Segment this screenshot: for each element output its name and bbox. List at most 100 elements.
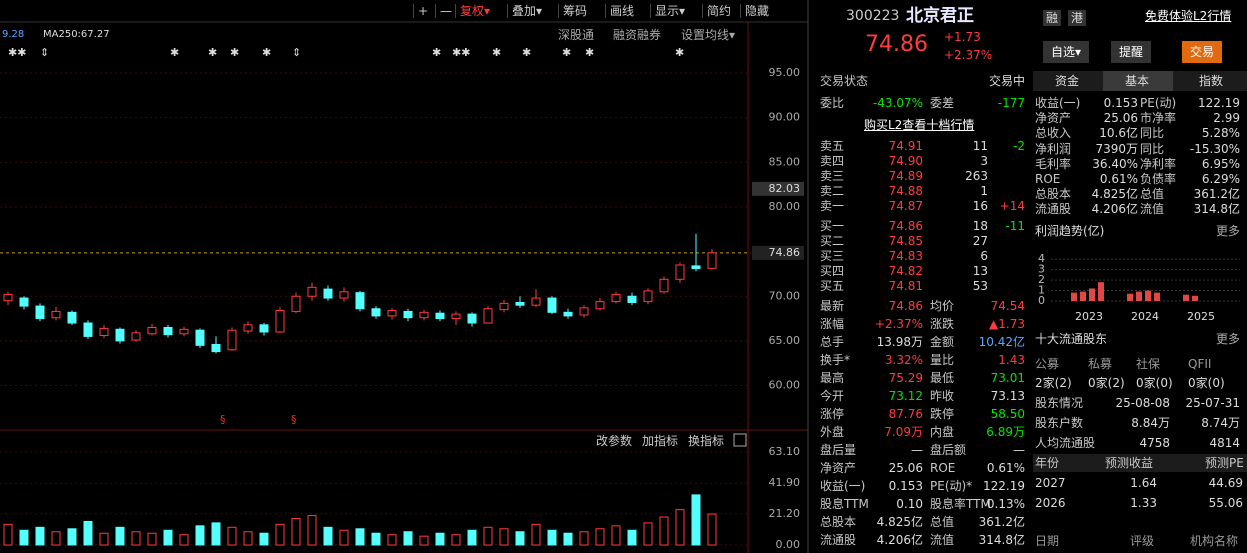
stat-value: 0.10 <box>896 497 923 511</box>
fund-label: 流通股 <box>1035 202 1072 217</box>
chart-link[interactable]: 深股通 <box>558 28 595 42</box>
price-change-pct: +2.37% <box>944 48 993 62</box>
toolbar-button[interactable]: — <box>435 4 452 18</box>
chart-link[interactable]: 设置均线▾ <box>681 28 736 42</box>
more-link[interactable]: 更多 <box>1216 224 1241 238</box>
y-tick-label: 60.00 <box>769 379 801 392</box>
section-title: 十大流通股东 <box>1035 332 1108 346</box>
candle-body <box>419 311 429 319</box>
candle-body <box>163 327 173 336</box>
toolbar-button[interactable]: 简约 <box>702 4 731 18</box>
candle-body <box>3 293 13 302</box>
fund-label: 同比 <box>1140 126 1165 141</box>
volume-bar <box>675 509 685 546</box>
toolbar-button[interactable]: + <box>413 4 428 18</box>
book-volume: 11 <box>972 139 988 153</box>
volume-bar <box>643 522 653 546</box>
stat-label: 股息率TTM <box>930 497 991 511</box>
action-button[interactable]: 自选▾ <box>1043 41 1090 63</box>
l2-banner[interactable]: 购买L2查看十档行情 <box>864 118 975 132</box>
y-tick-label: 80.00 <box>769 200 801 213</box>
holder-count: 2家(2) <box>1035 376 1072 390</box>
volume-bar <box>3 523 13 546</box>
star-icon: ✱ <box>492 46 501 59</box>
profit-bar <box>1089 288 1095 301</box>
field-value: -177 <box>997 96 1025 110</box>
toolbar-button[interactable]: 隐藏 <box>740 4 769 18</box>
indicator-tool[interactable]: 加指标 <box>642 434 679 448</box>
stat-label: 股息TTM <box>820 497 869 511</box>
panel-tab[interactable]: 指数 <box>1199 74 1224 88</box>
stat-value: — <box>911 443 923 457</box>
candle-body <box>275 310 285 333</box>
y-tick-label: 1 <box>1038 284 1045 297</box>
forecast-footer: 机构名称 <box>1190 534 1239 548</box>
y-tick-label: 0.00 <box>776 538 801 551</box>
book-price: 74.82 <box>888 264 923 278</box>
stat-value: 1.43 <box>998 353 1025 367</box>
holder-value: 8.74万 <box>1201 416 1240 430</box>
volume-bar <box>323 526 333 546</box>
panel-tab[interactable]: 基本 <box>1125 74 1150 88</box>
indicator-tool[interactable]: 改参数 <box>596 434 633 448</box>
volume-bar <box>659 516 669 546</box>
volume-bar <box>291 517 301 546</box>
toolbar-button[interactable]: 画线 <box>605 4 634 18</box>
candle-body <box>323 288 333 299</box>
volume-bar <box>563 532 573 546</box>
candle-body <box>307 286 317 297</box>
candle-body <box>563 311 573 317</box>
holder-label: 人均流通股 <box>1035 436 1096 450</box>
indicator-tool[interactable]: 换指标 <box>688 434 725 448</box>
chart-link[interactable]: 融资融券 <box>613 28 662 42</box>
forecast-header: 预测收益 <box>1105 456 1154 470</box>
star-icon: ✱✱ <box>452 46 470 59</box>
stat-label: 盘后量 <box>820 443 857 457</box>
y-tick-label: 70.00 <box>769 289 801 302</box>
profit-bar <box>1136 291 1142 301</box>
volume-bar <box>403 531 413 546</box>
fund-label: 总收入 <box>1035 126 1072 141</box>
book-price: 74.90 <box>888 154 923 168</box>
action-button[interactable]: 交易 <box>1182 41 1223 63</box>
stat-value: +2.37% <box>874 317 923 331</box>
forecast-header: 年份 <box>1035 456 1060 470</box>
book-volume: 1 <box>980 184 988 198</box>
stat-value: 73.13 <box>990 389 1025 403</box>
y-tick-label: 65.00 <box>769 334 801 347</box>
candle-body <box>339 291 349 299</box>
stat-value: ▲1.73 <box>989 317 1025 331</box>
candle-body <box>547 297 557 313</box>
volume-bar <box>19 529 29 546</box>
book-label: 买四 <box>820 264 845 278</box>
toolbar-button[interactable]: 叠加▾ <box>507 4 542 18</box>
stat-label: 净资产 <box>820 461 857 475</box>
toolbar-button[interactable]: 筹码 <box>558 4 587 18</box>
book-price: 74.87 <box>888 199 923 213</box>
toolbar-button[interactable]: 显示▾ <box>650 4 685 18</box>
book-volume: 27 <box>972 234 988 248</box>
candle-body <box>51 310 61 319</box>
close-icon[interactable] <box>733 433 747 447</box>
volume-bar <box>451 534 461 546</box>
book-price: 74.83 <box>888 249 923 263</box>
candle-body <box>115 328 125 342</box>
candle-body <box>147 327 157 335</box>
holder-value: 4814 <box>1209 436 1240 450</box>
action-button[interactable]: 提醒 <box>1111 41 1152 63</box>
star-icon: ✱ <box>522 46 531 59</box>
l2-link[interactable]: 免费体验L2行情 <box>1145 9 1232 23</box>
volume-bar <box>387 534 397 546</box>
toolbar-button[interactable]: 复权▾ <box>455 4 490 18</box>
stat-value: 6.89万 <box>986 425 1025 439</box>
more-link[interactable]: 更多 <box>1216 332 1241 346</box>
stat-label: 涨跌 <box>930 317 955 331</box>
stat-value: 73.12 <box>888 389 923 403</box>
book-price: 74.89 <box>888 169 923 183</box>
panel-tab[interactable]: 资金 <box>1055 74 1080 88</box>
stat-label: 外盘 <box>820 425 845 439</box>
book-price: 74.81 <box>888 279 923 293</box>
stat-label: 最低 <box>930 371 955 385</box>
candle-body <box>691 265 701 270</box>
